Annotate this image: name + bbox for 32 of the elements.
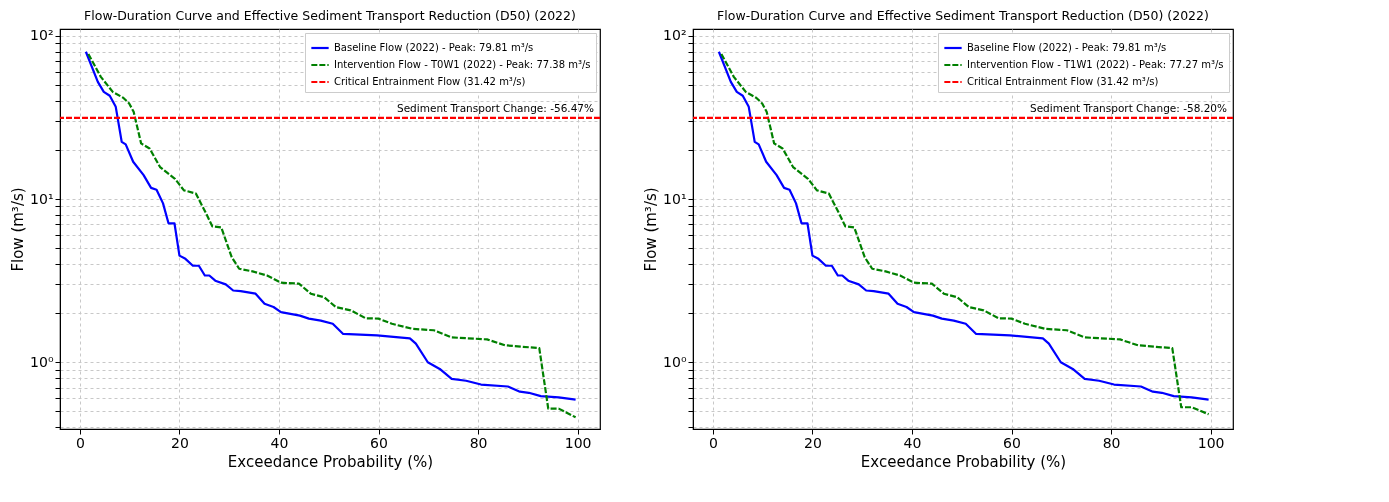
legend-label: Baseline Flow (2022) - Peak: 79.81 m³/s <box>334 42 534 53</box>
x-tick-label: 40 <box>903 434 922 451</box>
x-tick-label: 20 <box>171 434 189 451</box>
x-tick-label: 20 <box>804 434 822 451</box>
x-tick-label: 0 <box>708 434 718 451</box>
x-tick-label: 0 <box>75 434 85 451</box>
legend-label: Intervention Flow - T0W1 (2022) - Peak: 77.38 m³/s <box>334 59 591 70</box>
y-tick-label: 10⁰ <box>663 353 687 370</box>
legend-label: Critical Entrainment Flow (31.42 m³/s) <box>334 76 526 87</box>
annotation: Sediment Transport Change: -58.20% <box>1029 102 1228 114</box>
y-tick-label: 10² <box>30 27 54 44</box>
y-tick-label: 10⁰ <box>30 353 54 370</box>
annotation: Sediment Transport Change: -56.47% <box>396 102 595 114</box>
x-tick-label: 100 <box>564 434 592 451</box>
y-tick-label: 10¹ <box>30 190 54 207</box>
x-tick-label: 80 <box>469 434 488 451</box>
x-tick-label: 40 <box>270 434 289 451</box>
legend-label: Intervention Flow - T1W1 (2022) - Peak: 77.27 m³/s <box>967 59 1224 70</box>
legend-label: Critical Entrainment Flow (31.42 m³/s) <box>967 76 1159 87</box>
x-axis-title: Exceedance Probability (%) <box>860 452 1067 471</box>
x-tick-label: 100 <box>1197 434 1225 451</box>
y-tick-label: 10¹ <box>663 190 687 207</box>
y-axis-title: Flow (m³/s) <box>642 187 661 272</box>
y-axis-title: Flow (m³/s) <box>9 187 28 272</box>
x-axis-title: Exceedance Probability (%) <box>227 452 434 471</box>
chart-title: Flow-Duration Curve and Effective Sediment Transport Reduction (D50) (2022) <box>717 8 1209 24</box>
x-tick-label: 80 <box>1102 434 1121 451</box>
x-tick-label: 60 <box>370 434 388 451</box>
y-tick-label: 10² <box>663 27 687 44</box>
chart-title: Flow-Duration Curve and Effective Sediment Transport Reduction (D50) (2022) <box>84 8 576 24</box>
x-tick-label: 60 <box>1003 434 1021 451</box>
legend-label: Baseline Flow (2022) - Peak: 79.81 m³/s <box>967 42 1167 53</box>
